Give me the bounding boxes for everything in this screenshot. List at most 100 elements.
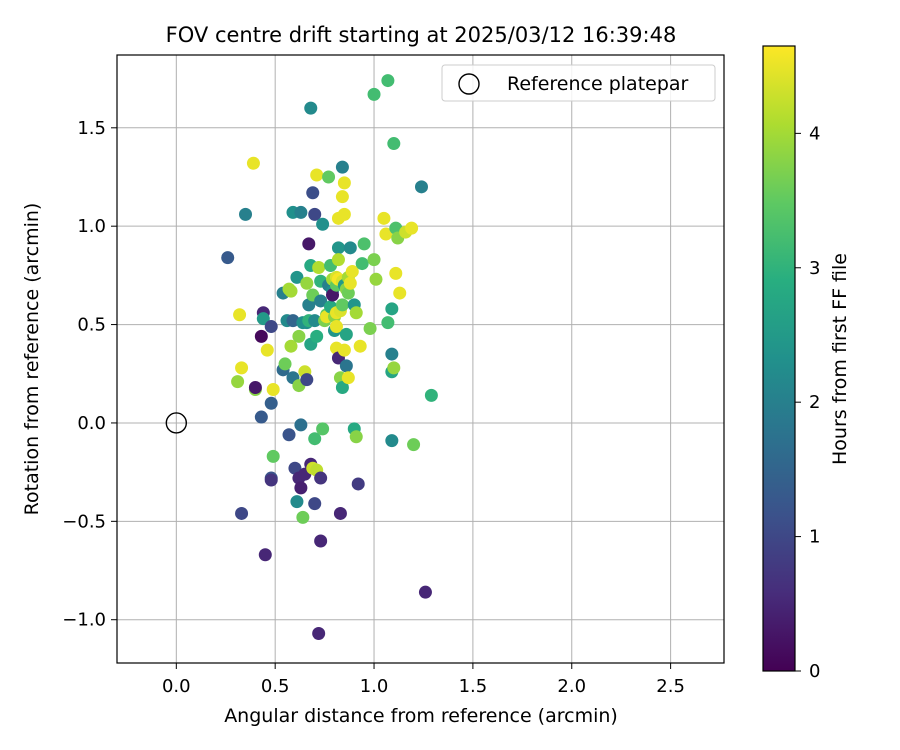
- colorbar-tick-label: 3: [809, 258, 820, 279]
- y-axis-label: Rotation from reference (arcmin): [21, 203, 43, 516]
- gridlines: [117, 55, 724, 663]
- colorbar: [763, 46, 795, 671]
- data-point: [355, 257, 369, 271]
- data-point: [246, 156, 260, 170]
- data-point: [231, 375, 245, 389]
- data-point: [286, 314, 300, 328]
- data-point: [389, 266, 403, 280]
- data-point: [385, 302, 399, 316]
- legend-box: [441, 64, 716, 102]
- data-point: [254, 329, 268, 343]
- data-point: [278, 357, 292, 371]
- x-tick-label: 2.5: [656, 676, 685, 697]
- data-point: [290, 270, 304, 284]
- plot-frame: [116, 54, 725, 664]
- data-point: [290, 495, 304, 509]
- data-point: [387, 137, 401, 151]
- data-point: [258, 548, 272, 562]
- data-point: [264, 320, 278, 334]
- reference-marker-layer: [165, 412, 188, 434]
- data-point: [294, 205, 308, 219]
- x-axis-ticks: 0.0 0.5 1.0 1.5 2.0 2.5: [162, 663, 685, 697]
- data-point: [302, 298, 316, 312]
- data-point: [341, 371, 355, 385]
- data-point: [306, 186, 320, 200]
- data-point: [349, 306, 363, 320]
- data-point: [304, 101, 318, 115]
- data-point: [381, 316, 395, 330]
- x-tick-label: 0.0: [162, 676, 191, 697]
- data-point: [288, 461, 302, 475]
- data-point: [296, 510, 310, 524]
- data-point: [314, 471, 328, 485]
- colorbar-tick-label: 4: [809, 123, 820, 144]
- data-point: [221, 251, 235, 265]
- data-point: [300, 276, 314, 290]
- data-point: [282, 428, 296, 442]
- data-point: [233, 308, 247, 322]
- data-point: [339, 359, 353, 373]
- data-point: [385, 347, 399, 361]
- x-tick-label: 2.0: [557, 676, 586, 697]
- colorbar-tick-label: 2: [809, 392, 820, 413]
- data-point: [260, 343, 274, 357]
- data-point: [351, 477, 365, 491]
- data-point: [248, 381, 262, 395]
- data-point: [308, 207, 322, 221]
- data-point: [335, 298, 349, 312]
- data-point: [331, 253, 345, 267]
- colorbar-tick-label: 1: [809, 527, 820, 548]
- data-point: [254, 410, 268, 424]
- data-point: [357, 237, 371, 251]
- data-point: [294, 481, 308, 495]
- data-point: [393, 286, 407, 300]
- data-point: [308, 314, 322, 328]
- data-point: [335, 160, 349, 174]
- plot-background: [117, 55, 724, 663]
- x-tick-label: 1.0: [360, 676, 389, 697]
- data-points: [221, 74, 438, 640]
- y-tick-label: 1.0: [77, 216, 106, 237]
- data-point: [314, 534, 328, 548]
- data-point: [308, 497, 322, 511]
- data-point: [335, 381, 349, 395]
- data-point: [294, 418, 308, 432]
- data-point: [335, 190, 349, 204]
- data-point: [367, 87, 381, 101]
- data-point: [264, 396, 278, 410]
- data-point: [284, 284, 298, 298]
- data-point: [264, 473, 278, 487]
- data-point: [405, 221, 419, 235]
- data-point: [414, 180, 428, 194]
- y-tick-label: 1.5: [77, 118, 106, 139]
- data-point: [329, 320, 343, 334]
- data-point: [367, 253, 381, 267]
- data-point: [239, 207, 253, 221]
- colorbar-tick-label: 0: [809, 661, 820, 682]
- data-point: [310, 168, 324, 182]
- data-point: [343, 276, 357, 290]
- data-point: [302, 237, 316, 251]
- legend: Reference platepar: [441, 64, 716, 102]
- data-point: [300, 373, 314, 387]
- data-point: [314, 294, 328, 308]
- data-point: [316, 217, 330, 231]
- colorbar-ticks: 0 1 2 3 4: [795, 123, 820, 682]
- y-tick-label: −1.0: [62, 610, 106, 631]
- data-point: [353, 339, 367, 353]
- data-point: [312, 261, 326, 275]
- data-point: [343, 241, 357, 255]
- data-point: [381, 74, 395, 88]
- data-point: [284, 339, 298, 353]
- legend-entry-reference: Reference platepar: [507, 73, 689, 95]
- data-point: [266, 382, 280, 396]
- y-tick-label: 0.5: [77, 315, 106, 336]
- data-point: [316, 422, 330, 436]
- data-point: [256, 312, 270, 326]
- data-point: [349, 430, 363, 444]
- data-point: [369, 272, 383, 286]
- reference-platepar-marker: [165, 412, 188, 434]
- data-point: [310, 329, 324, 343]
- data-point: [387, 361, 401, 375]
- data-point: [418, 585, 432, 599]
